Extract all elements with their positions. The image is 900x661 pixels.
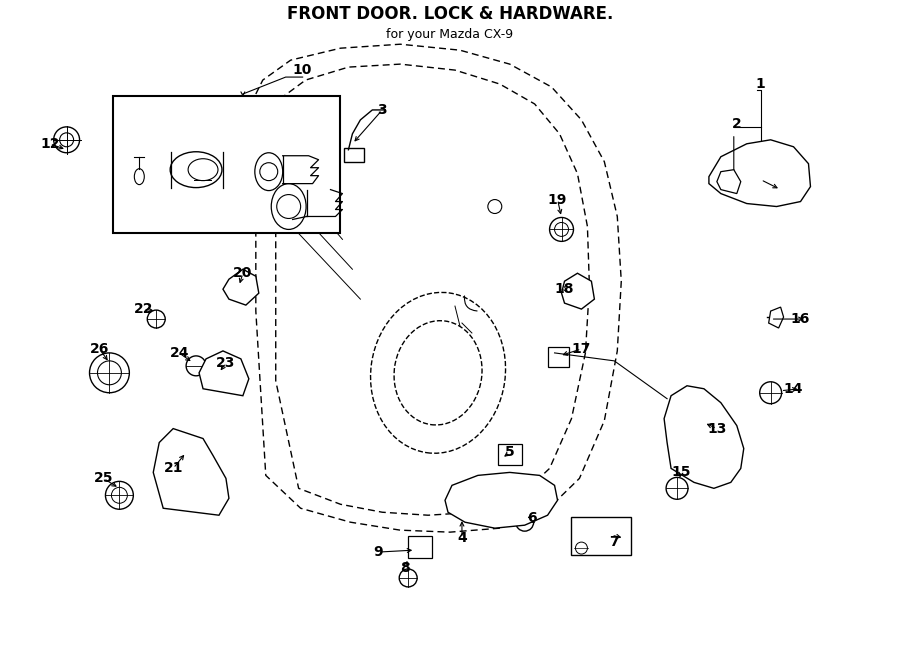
Polygon shape (717, 170, 741, 194)
Polygon shape (664, 386, 743, 488)
Circle shape (148, 310, 166, 328)
Text: 23: 23 (216, 356, 236, 370)
Text: 2: 2 (732, 117, 742, 131)
Text: 10: 10 (292, 63, 312, 77)
Circle shape (666, 477, 688, 499)
Circle shape (89, 353, 130, 393)
Polygon shape (562, 273, 594, 309)
Bar (409, 536, 432, 558)
Text: 11: 11 (164, 210, 183, 223)
Text: 17: 17 (572, 342, 591, 356)
Circle shape (550, 217, 573, 241)
Text: 6: 6 (526, 511, 536, 525)
Text: 20: 20 (233, 266, 253, 280)
Text: 18: 18 (554, 282, 574, 296)
Text: FRONT DOOR. LOCK & HARDWARE.: FRONT DOOR. LOCK & HARDWARE. (287, 5, 613, 23)
Circle shape (105, 481, 133, 509)
Text: 24: 24 (169, 346, 189, 360)
Text: 3: 3 (377, 103, 387, 117)
Text: 1: 1 (756, 77, 766, 91)
Text: 5: 5 (505, 446, 515, 459)
Text: for your Mazda CX-9: for your Mazda CX-9 (386, 28, 514, 41)
Circle shape (186, 356, 206, 376)
Text: 12: 12 (40, 137, 59, 151)
Polygon shape (153, 428, 229, 515)
Polygon shape (709, 140, 811, 206)
Text: 9: 9 (374, 545, 383, 559)
Text: 7: 7 (609, 535, 619, 549)
Polygon shape (223, 269, 259, 305)
Circle shape (400, 569, 417, 587)
Bar (572, 517, 631, 555)
Polygon shape (199, 351, 248, 396)
Bar (547, 347, 570, 367)
Text: 14: 14 (784, 382, 804, 396)
Circle shape (516, 513, 534, 531)
Circle shape (760, 382, 781, 404)
Text: 13: 13 (707, 422, 726, 436)
Text: 26: 26 (90, 342, 109, 356)
Polygon shape (769, 307, 784, 328)
Text: 21: 21 (164, 461, 183, 475)
Text: 16: 16 (791, 312, 810, 326)
Text: 19: 19 (548, 192, 567, 206)
Text: 8: 8 (400, 561, 410, 575)
Text: 15: 15 (671, 465, 691, 479)
Bar (113, 96, 340, 233)
Text: 4: 4 (457, 531, 467, 545)
Text: 25: 25 (94, 471, 113, 485)
Text: 22: 22 (133, 302, 153, 316)
Bar (345, 148, 364, 162)
Bar (498, 444, 522, 465)
Polygon shape (445, 473, 557, 528)
